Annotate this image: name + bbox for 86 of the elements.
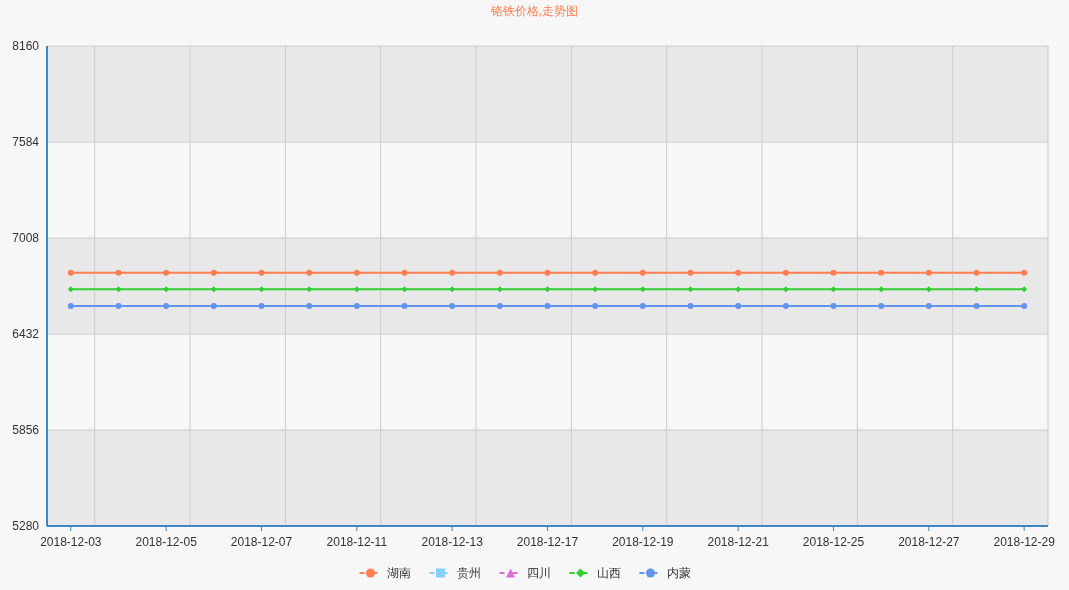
point: [258, 269, 265, 276]
point: [639, 303, 646, 309]
x-tick-label: 2018-12-29: [993, 535, 1056, 549]
point: [210, 286, 217, 293]
point: [353, 303, 360, 309]
point: [353, 286, 360, 293]
x-tick-label: 2018-12-13: [421, 535, 484, 549]
x-tick-label: 2018-12-03: [40, 535, 102, 549]
point: [449, 269, 456, 276]
x-tick-label: 2018-12-21: [707, 535, 770, 549]
point: [544, 303, 551, 309]
point: [496, 269, 503, 276]
point: [115, 269, 122, 276]
point: [782, 286, 789, 293]
point: [163, 286, 170, 293]
point: [210, 303, 217, 309]
point: [878, 286, 885, 293]
point: [735, 269, 742, 276]
y-tick-label: 7584: [12, 135, 40, 149]
point: [830, 269, 837, 276]
point: [973, 303, 980, 309]
point: [830, 303, 837, 309]
point: [449, 303, 456, 309]
x-tick-label: 2018-12-07: [230, 535, 293, 549]
y-tick-label: 5856: [12, 423, 40, 437]
y-tick-label: 6432: [12, 327, 40, 341]
point: [639, 269, 646, 276]
point: [258, 303, 265, 309]
point: [687, 286, 694, 293]
point: [1021, 303, 1028, 309]
chart-title: 铬铁价格,走势图: [489, 4, 579, 18]
y-tick-label: 8160: [12, 39, 40, 53]
point: [878, 303, 885, 309]
point: [973, 286, 980, 293]
legend-label: 湖南: [386, 566, 411, 580]
point: [925, 303, 932, 309]
x-tick-label: 2018-12-19: [612, 535, 674, 549]
x-tick-label: 2018-12-27: [898, 535, 960, 549]
point: [210, 269, 217, 276]
point: [544, 286, 551, 293]
point: [782, 303, 789, 309]
point: [735, 303, 742, 309]
point: [687, 303, 694, 309]
point: [496, 286, 503, 293]
point: [925, 286, 932, 293]
point: [115, 303, 122, 309]
point: [258, 286, 265, 293]
legend-label: 四川: [526, 566, 551, 580]
point: [306, 269, 313, 276]
x-tick-label: 2018-12-17: [516, 535, 579, 549]
point: [782, 269, 789, 276]
point: [67, 269, 74, 276]
legend-label: 山西: [596, 566, 621, 580]
point: [67, 286, 74, 293]
point: [592, 286, 599, 293]
point: [1021, 286, 1028, 293]
point: [735, 286, 742, 293]
y-tick-label: 7008: [12, 231, 40, 245]
legend-label: 内蒙: [666, 566, 691, 580]
point: [973, 269, 980, 276]
point: [401, 269, 408, 276]
point: [592, 269, 599, 276]
point: [544, 269, 551, 276]
point: [353, 269, 360, 276]
point: [449, 286, 456, 293]
point: [878, 269, 885, 276]
y-tick-label: 5280: [12, 519, 40, 533]
point: [401, 286, 408, 293]
point: [592, 303, 599, 309]
point: [496, 303, 503, 309]
x-tick-label: 2018-12-25: [802, 535, 865, 549]
x-tick-label: 2018-12-05: [135, 535, 198, 549]
point: [306, 286, 313, 293]
x-tick-label: 2018-12-11: [326, 535, 388, 549]
point: [687, 269, 694, 276]
point: [163, 269, 170, 276]
point: [115, 286, 122, 293]
point: [639, 286, 646, 293]
point: [830, 286, 837, 293]
point: [163, 303, 170, 309]
point: [67, 303, 74, 309]
point: [925, 269, 932, 276]
point: [306, 303, 313, 309]
point: [401, 303, 408, 309]
point: [1021, 269, 1028, 276]
legend-label: 贵州: [456, 566, 481, 580]
